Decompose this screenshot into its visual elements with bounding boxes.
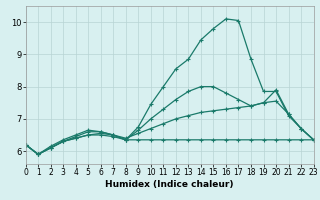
X-axis label: Humidex (Indice chaleur): Humidex (Indice chaleur) [105, 180, 234, 189]
